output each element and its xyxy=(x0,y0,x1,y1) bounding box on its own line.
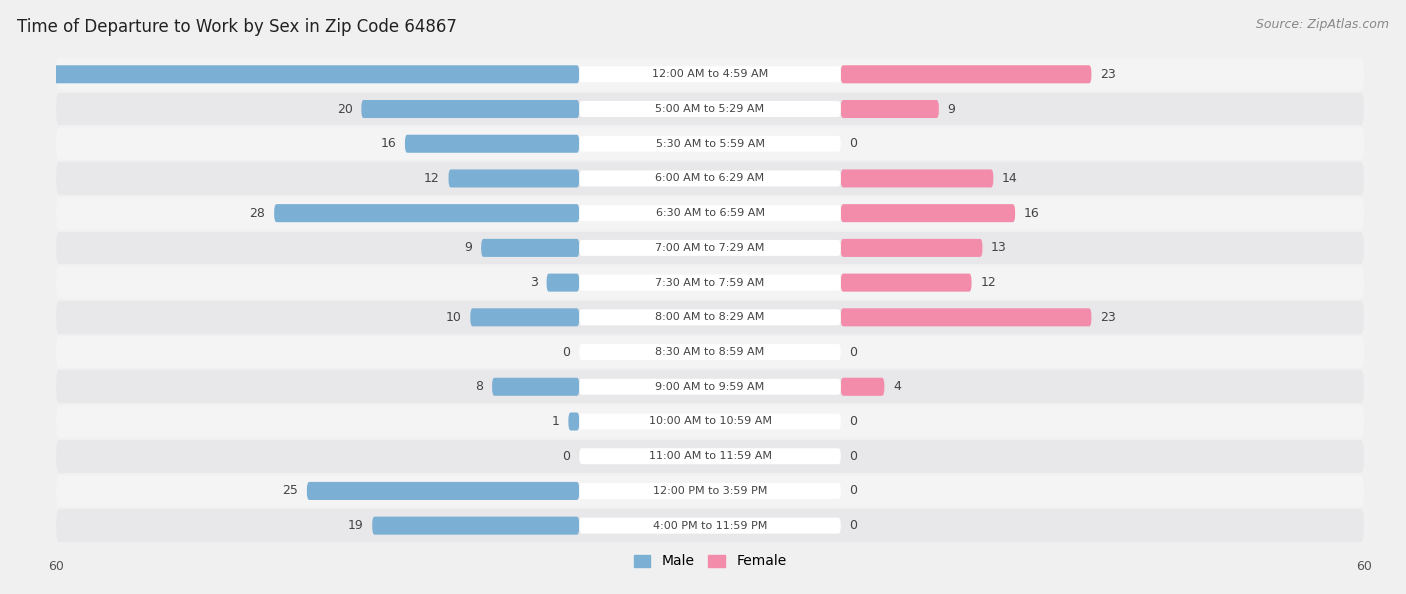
FancyBboxPatch shape xyxy=(841,274,972,292)
Text: 23: 23 xyxy=(1099,68,1116,81)
FancyBboxPatch shape xyxy=(56,439,1364,473)
FancyBboxPatch shape xyxy=(56,161,1364,196)
Text: 8: 8 xyxy=(475,380,484,393)
FancyBboxPatch shape xyxy=(492,378,579,396)
Text: Time of Departure to Work by Sex in Zip Code 64867: Time of Departure to Work by Sex in Zip … xyxy=(17,18,457,36)
FancyBboxPatch shape xyxy=(405,135,579,153)
FancyBboxPatch shape xyxy=(449,169,579,188)
FancyBboxPatch shape xyxy=(547,274,579,292)
Text: 25: 25 xyxy=(283,485,298,497)
Text: 4:00 PM to 11:59 PM: 4:00 PM to 11:59 PM xyxy=(652,521,768,530)
Text: 10: 10 xyxy=(446,311,461,324)
FancyBboxPatch shape xyxy=(841,239,983,257)
Text: 3: 3 xyxy=(530,276,538,289)
Text: 4: 4 xyxy=(893,380,901,393)
Text: 9: 9 xyxy=(948,103,956,115)
Text: 28: 28 xyxy=(250,207,266,220)
Text: 19: 19 xyxy=(347,519,364,532)
Text: 7:00 AM to 7:29 AM: 7:00 AM to 7:29 AM xyxy=(655,243,765,253)
FancyBboxPatch shape xyxy=(568,412,579,431)
FancyBboxPatch shape xyxy=(579,344,841,360)
Text: 0: 0 xyxy=(849,137,858,150)
Text: 12:00 AM to 4:59 AM: 12:00 AM to 4:59 AM xyxy=(652,69,768,79)
FancyBboxPatch shape xyxy=(274,204,579,222)
FancyBboxPatch shape xyxy=(579,205,841,221)
Text: 1: 1 xyxy=(551,415,560,428)
Text: 6:30 AM to 6:59 AM: 6:30 AM to 6:59 AM xyxy=(655,208,765,218)
FancyBboxPatch shape xyxy=(841,378,884,396)
FancyBboxPatch shape xyxy=(56,473,1364,508)
FancyBboxPatch shape xyxy=(361,100,579,118)
FancyBboxPatch shape xyxy=(579,101,841,117)
FancyBboxPatch shape xyxy=(579,170,841,187)
Text: 0: 0 xyxy=(849,346,858,359)
FancyBboxPatch shape xyxy=(841,65,1091,83)
Text: 12: 12 xyxy=(980,276,995,289)
Text: 5:30 AM to 5:59 AM: 5:30 AM to 5:59 AM xyxy=(655,139,765,148)
FancyBboxPatch shape xyxy=(56,369,1364,404)
Text: 6:00 AM to 6:29 AM: 6:00 AM to 6:29 AM xyxy=(655,173,765,184)
FancyBboxPatch shape xyxy=(56,230,1364,266)
Text: 14: 14 xyxy=(1002,172,1018,185)
Text: 12:00 PM to 3:59 PM: 12:00 PM to 3:59 PM xyxy=(652,486,768,496)
Text: 9: 9 xyxy=(464,241,472,254)
FancyBboxPatch shape xyxy=(841,308,1091,326)
FancyBboxPatch shape xyxy=(56,196,1364,230)
FancyBboxPatch shape xyxy=(579,67,841,83)
Text: 20: 20 xyxy=(337,103,353,115)
FancyBboxPatch shape xyxy=(579,240,841,256)
FancyBboxPatch shape xyxy=(56,508,1364,543)
Text: 5:00 AM to 5:29 AM: 5:00 AM to 5:29 AM xyxy=(655,104,765,114)
FancyBboxPatch shape xyxy=(56,127,1364,161)
FancyBboxPatch shape xyxy=(56,266,1364,300)
Text: 0: 0 xyxy=(849,485,858,497)
FancyBboxPatch shape xyxy=(307,482,579,500)
Text: 7:30 AM to 7:59 AM: 7:30 AM to 7:59 AM xyxy=(655,277,765,287)
Text: 23: 23 xyxy=(1099,311,1116,324)
FancyBboxPatch shape xyxy=(481,239,579,257)
FancyBboxPatch shape xyxy=(841,204,1015,222)
Text: 16: 16 xyxy=(381,137,396,150)
FancyBboxPatch shape xyxy=(841,100,939,118)
Text: 10:00 AM to 10:59 AM: 10:00 AM to 10:59 AM xyxy=(648,416,772,426)
FancyBboxPatch shape xyxy=(56,91,1364,127)
Text: 0: 0 xyxy=(562,450,571,463)
FancyBboxPatch shape xyxy=(841,169,993,188)
FancyBboxPatch shape xyxy=(56,300,1364,334)
Text: 9:00 AM to 9:59 AM: 9:00 AM to 9:59 AM xyxy=(655,382,765,392)
FancyBboxPatch shape xyxy=(579,413,841,429)
FancyBboxPatch shape xyxy=(56,334,1364,369)
Text: 11:00 AM to 11:59 AM: 11:00 AM to 11:59 AM xyxy=(648,451,772,461)
FancyBboxPatch shape xyxy=(56,57,1364,91)
FancyBboxPatch shape xyxy=(579,517,841,533)
FancyBboxPatch shape xyxy=(373,517,579,535)
FancyBboxPatch shape xyxy=(56,404,1364,439)
Text: 8:00 AM to 8:29 AM: 8:00 AM to 8:29 AM xyxy=(655,312,765,323)
FancyBboxPatch shape xyxy=(470,308,579,326)
FancyBboxPatch shape xyxy=(1,65,579,83)
Text: 12: 12 xyxy=(425,172,440,185)
Text: 0: 0 xyxy=(849,415,858,428)
FancyBboxPatch shape xyxy=(579,483,841,499)
FancyBboxPatch shape xyxy=(579,136,841,151)
Text: 16: 16 xyxy=(1024,207,1039,220)
Legend: Male, Female: Male, Female xyxy=(628,549,792,574)
FancyBboxPatch shape xyxy=(579,309,841,326)
Text: 0: 0 xyxy=(849,450,858,463)
Text: Source: ZipAtlas.com: Source: ZipAtlas.com xyxy=(1256,18,1389,31)
Text: 0: 0 xyxy=(849,519,858,532)
Text: 0: 0 xyxy=(562,346,571,359)
Text: 13: 13 xyxy=(991,241,1007,254)
FancyBboxPatch shape xyxy=(579,274,841,290)
FancyBboxPatch shape xyxy=(579,379,841,395)
Text: 8:30 AM to 8:59 AM: 8:30 AM to 8:59 AM xyxy=(655,347,765,357)
FancyBboxPatch shape xyxy=(579,448,841,464)
